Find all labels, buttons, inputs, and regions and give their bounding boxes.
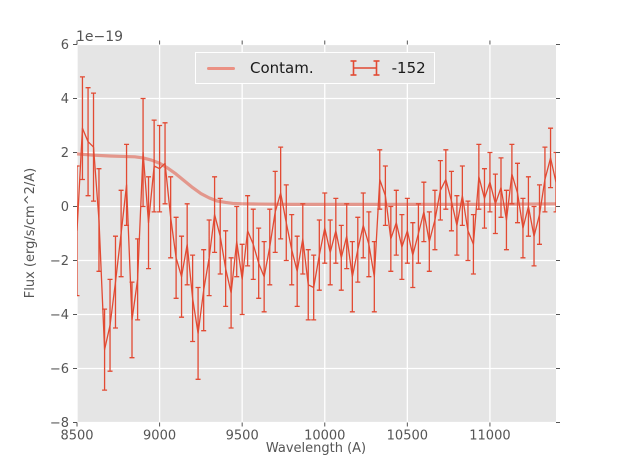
- legend-label-contam: Contam.: [250, 58, 314, 77]
- y-tick-label: 2: [61, 146, 69, 161]
- y-tick-label: −8: [50, 416, 69, 431]
- legend: Contam. -152: [195, 52, 435, 84]
- errorbar-series: [77, 76, 556, 391]
- y-tick-label: 0: [61, 200, 69, 215]
- legend-label-152: -152: [391, 58, 426, 77]
- x-tick-label: 11000: [469, 429, 510, 444]
- plot-background: [77, 44, 556, 423]
- x-tick-label: 8500: [60, 429, 93, 444]
- x-tick-label: 10000: [304, 429, 345, 444]
- y-tick-label: −2: [50, 254, 69, 269]
- contam-line-sample-icon: [207, 66, 235, 70]
- y-tick-label: −6: [50, 362, 69, 377]
- y-tick-label: 4: [61, 92, 69, 107]
- x-tick-label: 10500: [387, 429, 428, 444]
- axis-offset-text: 1e−19: [76, 29, 123, 45]
- x-axis-label: Wavelength (A): [266, 441, 366, 456]
- y-tick-label: −4: [50, 308, 69, 323]
- x-tick-label: 9000: [143, 429, 176, 444]
- y-axis-label: Flux (erg/s/cm^2/A): [23, 168, 38, 298]
- errorbar-sample-icon: [350, 60, 380, 76]
- spectrum-line: [77, 127, 556, 351]
- y-tick-label: 6: [61, 38, 69, 53]
- x-tick-label: 9500: [226, 429, 259, 444]
